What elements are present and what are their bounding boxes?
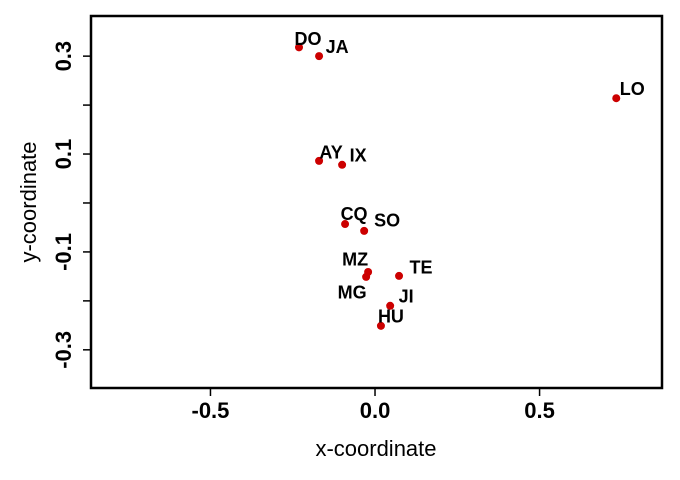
point xyxy=(315,156,324,165)
x-tick-label: 0.0 xyxy=(360,398,391,423)
point-label: TE xyxy=(410,258,433,278)
x-tick-label: 0.5 xyxy=(524,398,555,423)
point xyxy=(294,43,303,52)
point xyxy=(362,272,371,281)
point-label: IX xyxy=(350,146,367,166)
point xyxy=(341,220,350,229)
point-label: LO xyxy=(620,79,645,99)
point xyxy=(612,94,621,103)
point xyxy=(338,160,347,169)
point-label: HU xyxy=(378,307,404,327)
point xyxy=(395,271,404,280)
y-tick-label: -0.1 xyxy=(51,233,76,271)
y-axis-title: y-coordinate xyxy=(16,141,41,262)
point-label: AY xyxy=(319,143,342,163)
point-label: MG xyxy=(338,283,367,303)
point-label: DO xyxy=(294,29,321,49)
point-label: JI xyxy=(399,287,414,307)
x-axis-title: x-coordinate xyxy=(315,436,436,461)
point-label: CQ xyxy=(341,204,368,224)
x-tick-label: -0.5 xyxy=(192,398,230,423)
point xyxy=(376,321,385,330)
plot-frame xyxy=(89,14,664,390)
point xyxy=(315,52,324,61)
y-tick-label: 0.3 xyxy=(51,41,76,72)
point xyxy=(386,301,395,310)
point-label: MZ xyxy=(342,250,368,270)
y-tick-label: 0.1 xyxy=(51,139,76,170)
y-tick-label: -0.3 xyxy=(51,331,76,369)
point xyxy=(360,226,369,235)
point-label: JA xyxy=(326,37,349,57)
point-label: SO xyxy=(374,211,400,231)
